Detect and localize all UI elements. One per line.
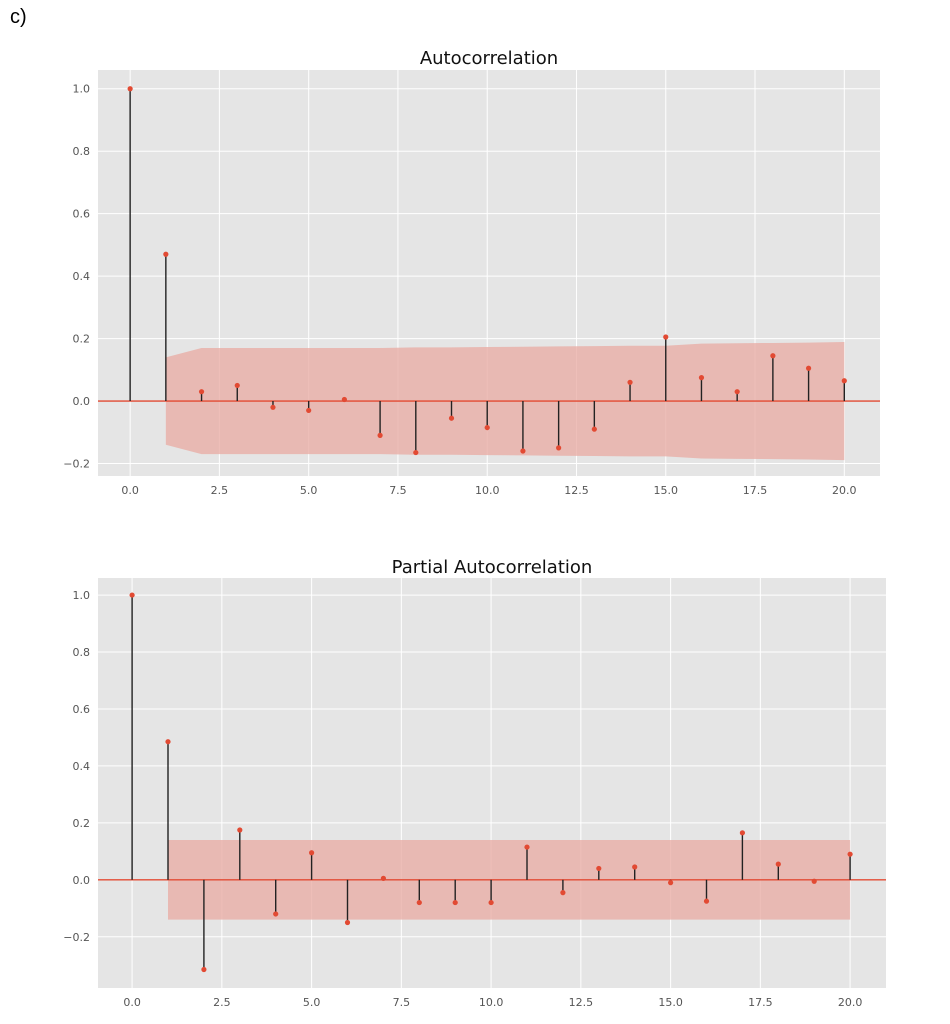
stem-marker [524, 844, 530, 850]
stem-marker [484, 424, 490, 431]
acf-chart: 0.0 2.5 5.0 7.5 10.0 12.5 15.0 17.5 20.0 −0.2 0.0 0… [63, 48, 880, 497]
y-tick-label: 0.8 [73, 646, 91, 659]
stem-marker [841, 378, 847, 384]
stem-marker [309, 850, 315, 856]
stem-marker [703, 898, 710, 904]
stem-marker [237, 827, 243, 833]
stem-marker [306, 407, 312, 414]
x-tick-label: 0.0 [123, 996, 141, 1009]
stem-marker [452, 899, 458, 906]
y-tick-label: 0.2 [73, 333, 91, 346]
y-tick-label: 0.0 [73, 874, 91, 887]
stem-marker [668, 880, 674, 886]
x-tick-label: 7.5 [393, 996, 411, 1009]
stem-marker [198, 389, 205, 395]
stem-marker [413, 449, 419, 456]
stem-marker [488, 899, 494, 906]
x-tick-label: 15.0 [654, 484, 679, 497]
stem-marker [847, 851, 853, 857]
pacf-chart: 0.0 2.5 5.0 7.5 10.0 12.5 15.0 17.5 20.0 −0.2 0.0 0… [63, 557, 886, 1009]
chart-title: Autocorrelation [420, 48, 558, 69]
stem-marker [591, 426, 597, 432]
stem-marker [416, 899, 422, 906]
x-tick-label: 2.5 [211, 484, 229, 497]
stem-marker [770, 353, 776, 359]
stem-marker [520, 448, 526, 454]
y-tick-label: −0.2 [63, 458, 90, 471]
x-tick-label: 5.0 [300, 484, 318, 497]
stem-marker [270, 404, 276, 410]
x-tick-label: 15.0 [658, 996, 683, 1009]
y-tick-label: 0.6 [73, 703, 91, 716]
plot-background [98, 578, 886, 988]
stem-marker [127, 86, 133, 92]
stem-marker [234, 382, 240, 389]
stem-marker [775, 861, 781, 867]
stem-marker [805, 365, 812, 371]
x-tick-label: 7.5 [389, 484, 407, 497]
x-tick-label: 10.0 [479, 996, 504, 1009]
x-tick-label: 5.0 [303, 996, 321, 1009]
stem-marker [556, 445, 562, 451]
stem-marker [560, 890, 566, 896]
stem-marker [273, 911, 279, 917]
stem-marker [129, 592, 135, 598]
x-tick-label: 20.0 [838, 996, 863, 1009]
stem-marker [448, 415, 455, 421]
x-tick-label: 0.0 [121, 484, 139, 497]
y-tick-label: 0.0 [73, 395, 91, 408]
stem-marker [698, 375, 705, 381]
x-tick-label: 12.5 [564, 484, 589, 497]
stem-marker [201, 966, 207, 973]
stem-marker [811, 878, 817, 884]
y-tick-label: 1.0 [73, 589, 91, 602]
x-tick-label: 20.0 [832, 484, 857, 497]
y-tick-label: 0.4 [73, 760, 91, 773]
y-tick-label: −0.2 [63, 931, 90, 944]
stem-marker [377, 432, 383, 438]
y-tick-label: 1.0 [73, 83, 91, 96]
y-tick-label: 0.2 [73, 817, 91, 830]
x-tick-label: 17.5 [748, 996, 773, 1009]
stem-marker [163, 251, 169, 257]
stem-marker [734, 389, 740, 395]
stem-marker [165, 739, 171, 745]
stem-marker [344, 919, 351, 926]
stem-marker [663, 334, 669, 340]
stem-marker [739, 830, 746, 836]
y-tick-label: 0.8 [73, 145, 91, 158]
stem-marker [380, 875, 387, 881]
stem-marker [341, 396, 347, 403]
y-tick-label: 0.6 [73, 208, 91, 221]
chart-title: Partial Autocorrelation [392, 557, 593, 578]
panel-label: c) [10, 6, 27, 28]
y-tick-label: 0.4 [73, 270, 91, 283]
x-tick-label: 12.5 [569, 996, 594, 1009]
stem-marker [632, 864, 638, 870]
x-tick-label: 10.0 [475, 484, 500, 497]
stem-marker [596, 865, 602, 872]
stem-marker [627, 379, 633, 385]
x-tick-label: 17.5 [743, 484, 768, 497]
x-tick-label: 2.5 [213, 996, 231, 1009]
